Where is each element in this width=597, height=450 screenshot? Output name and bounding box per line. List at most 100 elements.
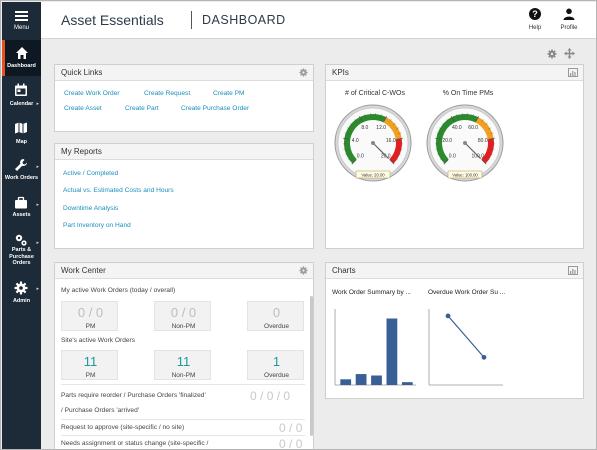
work-center-panel: Work Center My active Work Orders (today… (54, 262, 314, 450)
report-link[interactable]: Active / Completed (63, 170, 119, 177)
gauge-value-box (447, 170, 483, 179)
sidebar-item-dashboard[interactable]: Dashboard (2, 40, 41, 76)
sidebar-item-label: Dashboard (7, 63, 36, 69)
app-title: Asset Essentials (61, 12, 164, 28)
caret-right-icon: ▸ (36, 101, 39, 107)
profile-button[interactable]: Profile (554, 8, 584, 36)
gauge-tick (397, 153, 401, 156)
site-non-pm-tile[interactable]: 11 Non-PM (154, 350, 211, 380)
gauge-tick (481, 119, 484, 122)
menu-button[interactable]: Menu (2, 2, 41, 40)
report-link[interactable]: Downtime Analysis (63, 205, 119, 212)
help-button[interactable]: ? Help (520, 8, 550, 36)
my-non-pm-tile[interactable]: 0 / 0 Non-PM (154, 301, 211, 331)
kpis-panel: KPIs # of Critical C-WOs % On Time PMs 0… (325, 64, 584, 249)
site-active-work-orders-label: Site's active Work Orders (61, 337, 136, 344)
gauge-tick (456, 114, 458, 118)
gauge-tick (354, 119, 357, 122)
create-part-link[interactable]: Create Part (125, 105, 159, 112)
gauge-tick (399, 148, 403, 150)
help-icon: ? (529, 8, 541, 20)
bar (386, 318, 398, 385)
report-link[interactable]: Part Inventory on Hand (63, 222, 131, 229)
my-active-work-orders-label: My active Work Orders (today / overall) (61, 287, 176, 294)
gauge-tick (442, 123, 445, 126)
gauge-tick (350, 123, 353, 126)
gauge-tick (489, 153, 493, 156)
chart-title: Work Order Summary by ... (332, 289, 411, 296)
work-order-summary-chart[interactable] (334, 307, 417, 389)
gauge-tick (481, 159, 487, 165)
gauge-tick (393, 123, 396, 126)
panel-header: My Reports (55, 144, 313, 160)
dashboard-settings-icon[interactable] (547, 49, 557, 59)
create-purchase-order-link[interactable]: Create Purchase Order (181, 105, 250, 112)
panel-settings-icon[interactable] (299, 68, 308, 77)
gauge-tick (396, 127, 399, 130)
tile-count: 0 / 0 (170, 305, 197, 320)
po-arrived-label: / Purchase Orders 'arrived' (61, 407, 140, 414)
sidebar-item-admin[interactable]: Admin ▸ (2, 277, 41, 313)
chart-icon[interactable] (568, 266, 578, 275)
panel-header: Quick Links (55, 65, 313, 81)
chart-icon[interactable] (568, 68, 578, 77)
critical-cwo-gauge: 0.0 4.0 8.0 12.0 16.0 20.0 Value: 20.00 (334, 104, 412, 182)
gauge-tick (396, 137, 403, 140)
gauge-tick (488, 127, 491, 130)
sidebar-item-map[interactable]: Map (2, 116, 41, 152)
gauge-tick-label: 16.0 (386, 138, 396, 144)
needs-assignment-counts[interactable]: 0 / 0 (279, 437, 303, 450)
top-header: Asset Essentials DASHBOARD ? Help Profil… (41, 2, 596, 39)
bar (371, 375, 382, 385)
gauge-tick (351, 159, 357, 165)
sidebar-item-assets[interactable]: Assets ▸ (2, 192, 41, 228)
sidebar-item-label: Map (16, 139, 27, 145)
hamburger-icon (15, 11, 28, 21)
site-pm-tile[interactable]: 11 PM (61, 350, 118, 380)
gauge-value-box (355, 170, 391, 179)
gauge-tick (364, 114, 366, 118)
gauge-tick (359, 116, 363, 122)
gauge-tick (490, 132, 494, 135)
gauge-tick (491, 148, 495, 150)
my-overdue-tile[interactable]: 0 Overdue (247, 301, 304, 331)
parts-icon (15, 234, 27, 246)
requests-to-approve-counts[interactable]: 0 / 0 (279, 421, 303, 435)
gauge-color-band (383, 117, 402, 140)
series-line (447, 315, 485, 358)
my-pm-tile[interactable]: 0 / 0 PM (61, 301, 118, 331)
gauge-needle (464, 142, 481, 159)
bar (355, 374, 367, 385)
create-request-link[interactable]: Create Request (144, 90, 191, 97)
create-asset-link[interactable]: Create Asset (64, 105, 102, 112)
overdue-work-order-chart[interactable] (428, 307, 504, 389)
panel-settings-icon[interactable] (299, 266, 308, 275)
gear-icon (14, 281, 28, 295)
tile-label: Non-PM (171, 323, 196, 330)
gauge-tick (485, 123, 488, 126)
sidebar-item-calendar[interactable]: Calendar ▸ (2, 78, 41, 114)
sidebar-item-work-orders[interactable]: Work Orders ▸ (2, 154, 41, 190)
gauge-hub (463, 141, 467, 145)
tile-label: Overdue (264, 372, 289, 379)
map-icon (15, 122, 27, 134)
sidebar-item-label: Admin (12, 298, 31, 304)
tile-count: 0 (272, 305, 281, 320)
report-link[interactable]: Actual vs. Estimated Costs and Hours (63, 187, 174, 194)
tile-label: Non-PM (171, 372, 196, 379)
create-pm-link[interactable]: Create PM (213, 90, 245, 97)
gauge-tick (439, 127, 442, 130)
tile-count: 11 (83, 354, 98, 369)
sidebar-item-label: Assets (12, 212, 31, 218)
title-divider (191, 11, 192, 29)
parts-reorder-counts[interactable]: 0 / 0 / 0 (250, 389, 291, 403)
gauge-tick-label: 4.0 (352, 138, 359, 144)
site-overdue-tile[interactable]: 1 Overdue (247, 350, 304, 380)
scrollbar[interactable] (310, 296, 313, 436)
create-work-order-link[interactable]: Create Work Order (64, 90, 120, 97)
sidebar-item-parts-purchase-orders[interactable]: Parts & Purchase Orders ▸ (2, 230, 41, 272)
tile-count: 11 (176, 354, 191, 369)
gauge-color-band (389, 138, 402, 164)
move-arrows-icon[interactable] (564, 48, 575, 59)
